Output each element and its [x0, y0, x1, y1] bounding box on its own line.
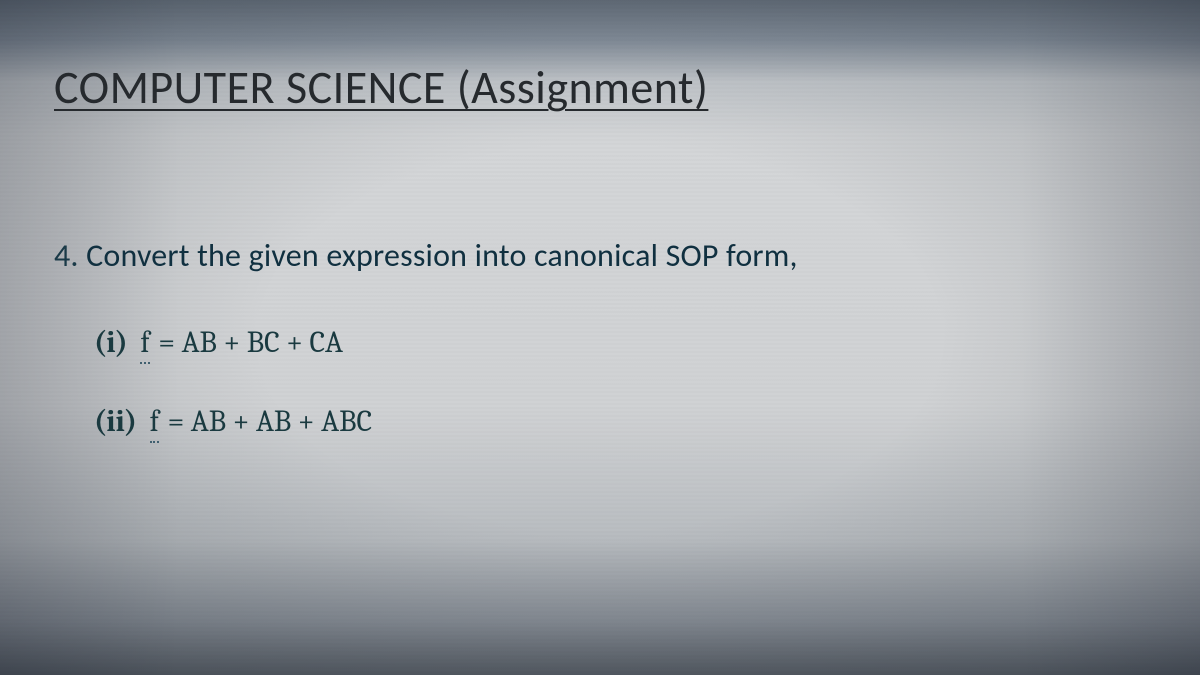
- document-page: COMPUTER SCIENCE (Assignment) 4. Convert…: [54, 60, 1170, 483]
- function-symbol: f: [150, 404, 159, 443]
- page-title: COMPUTER SCIENCE (Assignment): [54, 60, 1170, 116]
- question-number: 4.: [54, 236, 79, 275]
- subpart-label: (ii): [94, 404, 137, 439]
- question-line: 4. Convert the given expression into can…: [54, 236, 1170, 275]
- expression-text: = AB + AB + ABC: [168, 404, 372, 439]
- subparts-container: (i) f = AB + BC + CA (ii) f = AB + AB + …: [54, 325, 1170, 443]
- subpart-label: (i): [94, 325, 128, 360]
- question-text: Convert the given expression into canoni…: [86, 236, 798, 275]
- function-symbol: f: [140, 325, 149, 364]
- subpart-i: (i) f = AB + BC + CA: [94, 325, 1170, 364]
- expression-text: = AB + BC + CA: [158, 325, 343, 360]
- subpart-ii: (ii) f = AB + AB + ABC: [94, 404, 1170, 443]
